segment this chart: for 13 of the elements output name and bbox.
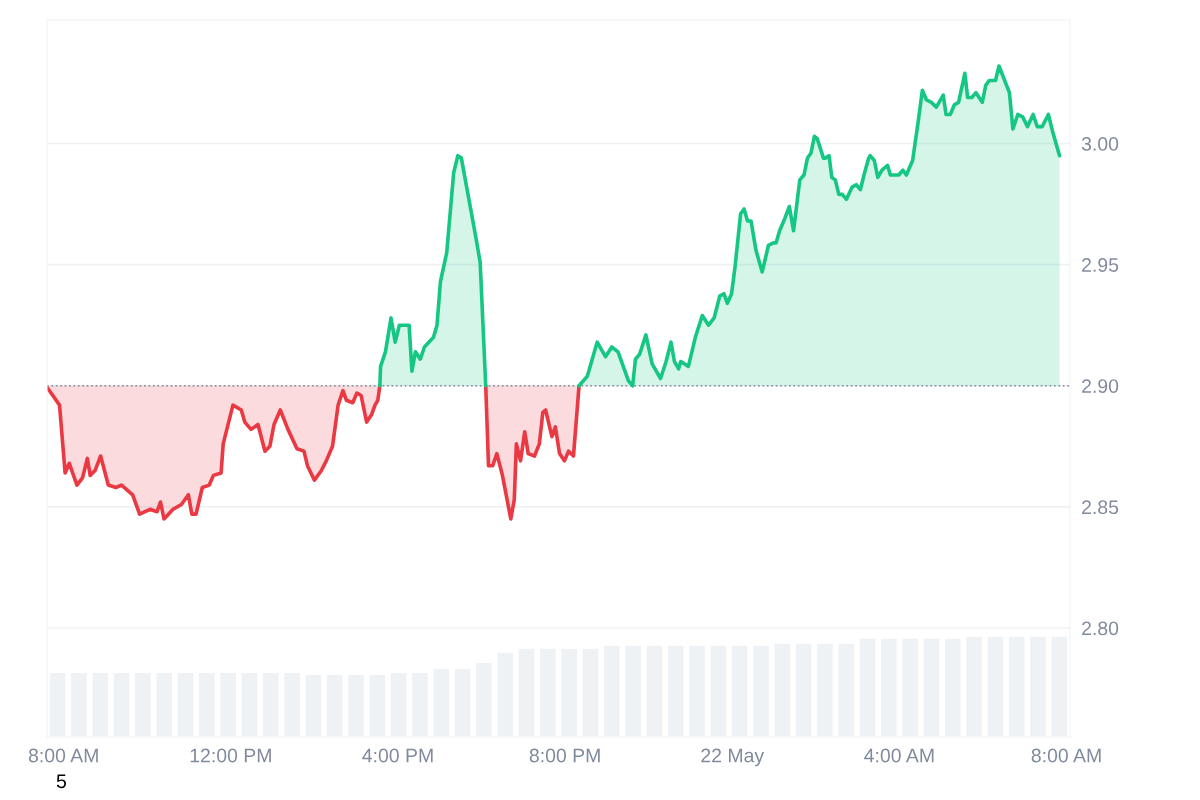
x-tick-label: 22 May <box>701 748 765 767</box>
y-tick-label: 2.80 <box>1082 621 1119 636</box>
x-tick-label: 8:00 AM <box>28 748 98 763</box>
y-tick-label: 3.00 <box>1081 137 1119 151</box>
x-tick-label: 12:00 PM <box>190 748 271 763</box>
x-tick-label: 4:00 PM <box>362 748 433 763</box>
x-tick-label: 8:00 AM <box>1031 748 1101 763</box>
y-tick-label: 2.90 <box>1082 379 1119 393</box>
x-tick-label: 8:00 PM <box>529 748 600 763</box>
y-tick-label: 2.95 <box>1082 258 1119 272</box>
y-tick-label: 2.85 <box>1082 500 1119 515</box>
x-tick-label: 4:00 AM <box>864 748 934 763</box>
text: 5 <box>56 774 66 789</box>
